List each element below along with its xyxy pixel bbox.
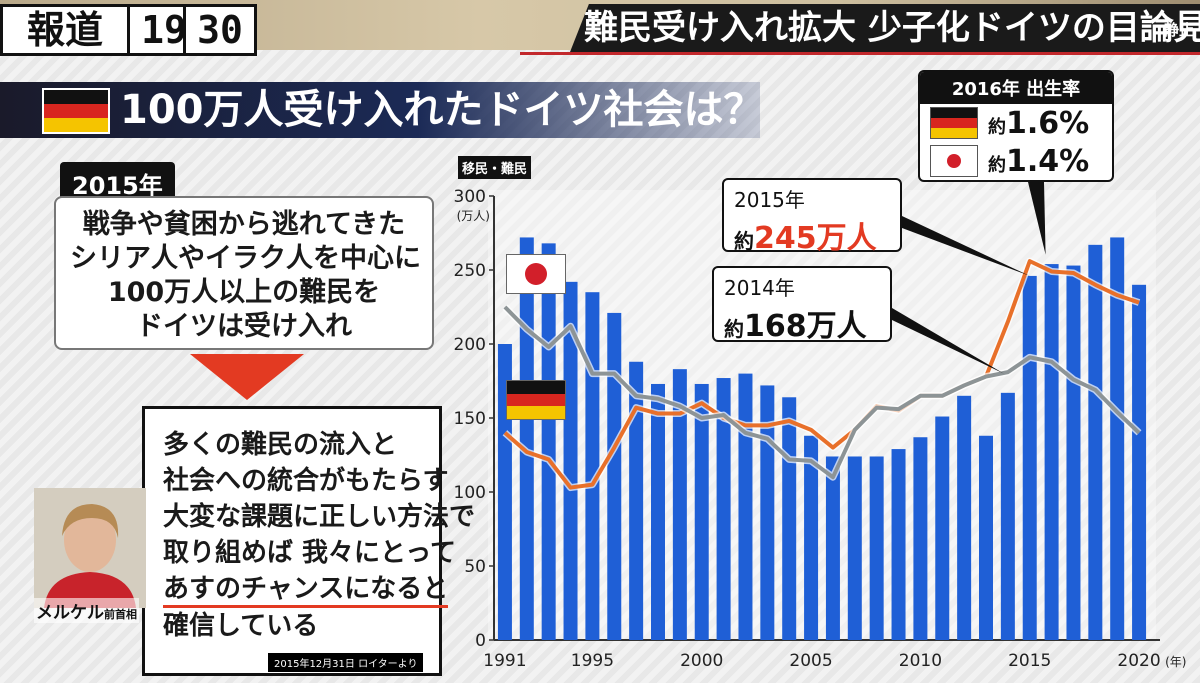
- program-logo-minute: 30: [183, 4, 257, 56]
- speaker-title: 前首相: [104, 608, 137, 621]
- headline-bar: 難民受け入れ拡大 少子化ドイツの目論見 静止: [570, 4, 1200, 52]
- migration-chart: 0 50 100 150 200 250 300 (万人) 1991 1995 2000 2005 20…: [454, 182, 1186, 671]
- summary-line: シリア人やイラク人を中心に: [70, 243, 421, 274]
- bar: [1066, 265, 1081, 640]
- bar: [891, 449, 906, 640]
- speaker-portrait: [34, 488, 146, 608]
- bar: [651, 383, 665, 640]
- japan-flag-icon: [930, 145, 978, 177]
- x-tick-label: 2005: [789, 651, 832, 671]
- headline-underline: [520, 52, 1200, 55]
- program-logo: 報道: [0, 4, 130, 56]
- birthrate-jp-value: 1.4%: [1006, 143, 1090, 179]
- bar: [1110, 237, 1125, 640]
- bar: [979, 435, 993, 640]
- stop-badge: 静止: [1163, 21, 1194, 39]
- x-tick-label: 1995: [571, 651, 614, 671]
- bar: [1022, 275, 1037, 640]
- bar: [519, 237, 534, 640]
- summary-line: 戦争や貧困から逃れてきた: [82, 209, 406, 240]
- bar: [1044, 264, 1059, 640]
- bar: [957, 395, 972, 640]
- bar: [869, 456, 884, 640]
- germany-flag-icon: [930, 107, 978, 139]
- x-tick-label: 1991: [483, 651, 526, 671]
- germany-line: [503, 259, 1140, 490]
- y-tick-label: 150: [454, 409, 486, 429]
- y-tick-label: 250: [454, 261, 486, 281]
- bar: [738, 373, 753, 640]
- bar: [607, 312, 622, 640]
- callout-2014-value: 168万人: [744, 309, 867, 344]
- summary-line: 100万人以上の難民を: [107, 277, 381, 308]
- callout-2015-year: 2015年: [734, 188, 805, 212]
- x-tick-label: 2020: [1117, 651, 1160, 671]
- quote-line: 大変な課題に正しい方法で: [163, 502, 476, 532]
- japan-flag-icon: [506, 254, 566, 294]
- japan-line: [503, 305, 1141, 480]
- down-arrow-icon: [190, 354, 304, 400]
- callout-2014-year: 2014年: [724, 276, 795, 300]
- germany-flag-icon: [42, 88, 110, 134]
- source-caption: 2015年12月31日 ロイターより: [268, 653, 424, 672]
- bar: [694, 383, 709, 640]
- bar: [847, 456, 862, 640]
- birthrate-callout: 2016年 出生率 約1.6% 約1.4%: [918, 70, 1114, 182]
- x-tick-label: 2015: [1008, 651, 1051, 671]
- quote-line: 取り組めば 我々にとって: [163, 538, 456, 568]
- y-tick-label: 100: [454, 483, 486, 503]
- bar: [541, 243, 556, 641]
- quote-line-underlined: あすのチャンスになると: [163, 573, 449, 608]
- germany-flag-icon: [506, 380, 566, 420]
- birthrate-jp-prefix: 約: [988, 154, 1006, 176]
- callout-2014: 2014年 約168万人: [712, 266, 892, 344]
- speaker-name: メルケル前首相: [34, 598, 139, 623]
- callout-2015: 2015年 約245万人: [722, 178, 902, 256]
- headline-text: 難民受け入れ拡大 少子化ドイツの目論見: [584, 8, 1200, 48]
- bar: [935, 416, 950, 640]
- bar: [585, 292, 600, 640]
- birthrate-de-prefix: 約: [988, 116, 1006, 138]
- callout-2015-prefix: 約: [734, 229, 754, 253]
- bar: [1000, 392, 1015, 640]
- bar: [1132, 284, 1147, 640]
- banner-title: 100万人受け入れたドイツ社会は？: [120, 87, 764, 133]
- bar: [782, 397, 797, 640]
- bar: [716, 378, 731, 640]
- bar: [804, 435, 819, 640]
- subtitle-banner: [0, 82, 760, 138]
- birthrate-header: 2016年 出生率: [920, 72, 1112, 104]
- callout-2015-value: 245万人: [754, 221, 877, 256]
- speaker-name-text: メルケル: [36, 603, 104, 623]
- summary-line: ドイツは受け入れ: [136, 311, 352, 342]
- bar: [825, 456, 840, 640]
- x-unit-label: (年): [1165, 655, 1186, 669]
- bar: [563, 281, 578, 640]
- y-unit-label: (万人): [457, 209, 490, 223]
- y-tick-label: 0: [475, 631, 486, 651]
- bar: [760, 385, 775, 640]
- x-tick-label: 2000: [680, 651, 723, 671]
- quote-box: 多くの難民の流入と 社会への統合がもたらす 大変な課題に正しい方法で 取り組めば…: [142, 406, 476, 676]
- y-axis-label: 移民・難民: [458, 156, 532, 179]
- quote-line: 確信している: [163, 611, 319, 641]
- birthrate-de-value: 1.6%: [1006, 105, 1090, 141]
- bar: [629, 361, 644, 640]
- x-tick-label: 2010: [899, 651, 942, 671]
- y-tick-label: 200: [454, 335, 486, 355]
- y-tick-label: 50: [464, 557, 486, 577]
- y-tick-label: 300: [454, 187, 486, 207]
- quote-line: 社会への統合がもたらす: [163, 466, 449, 496]
- quote-line: 多くの難民の流入と: [163, 430, 398, 460]
- bar: [913, 437, 928, 640]
- bar: [1088, 244, 1103, 640]
- callout-2014-prefix: 約: [724, 317, 744, 341]
- bar: [672, 369, 687, 640]
- summary-box: 戦争や貧困から逃れてきた シリア人やイラク人を中心に 100万人以上の難民を ド…: [54, 196, 434, 350]
- birthrate-pointer: [1028, 182, 1046, 255]
